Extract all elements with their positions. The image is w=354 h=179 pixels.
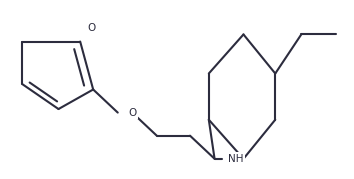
Text: O: O (87, 23, 96, 33)
Text: NH: NH (228, 154, 243, 164)
Text: O: O (128, 108, 136, 118)
